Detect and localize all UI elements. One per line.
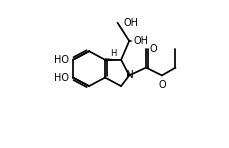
Text: OH: OH bbox=[123, 18, 138, 28]
Text: HO: HO bbox=[54, 73, 69, 83]
Polygon shape bbox=[129, 40, 132, 42]
Text: O: O bbox=[148, 44, 156, 54]
Polygon shape bbox=[105, 58, 121, 61]
Text: H: H bbox=[110, 49, 116, 58]
Text: OH: OH bbox=[133, 36, 148, 46]
Text: O: O bbox=[158, 80, 165, 90]
Text: N: N bbox=[125, 70, 133, 80]
Text: HO: HO bbox=[54, 55, 69, 65]
